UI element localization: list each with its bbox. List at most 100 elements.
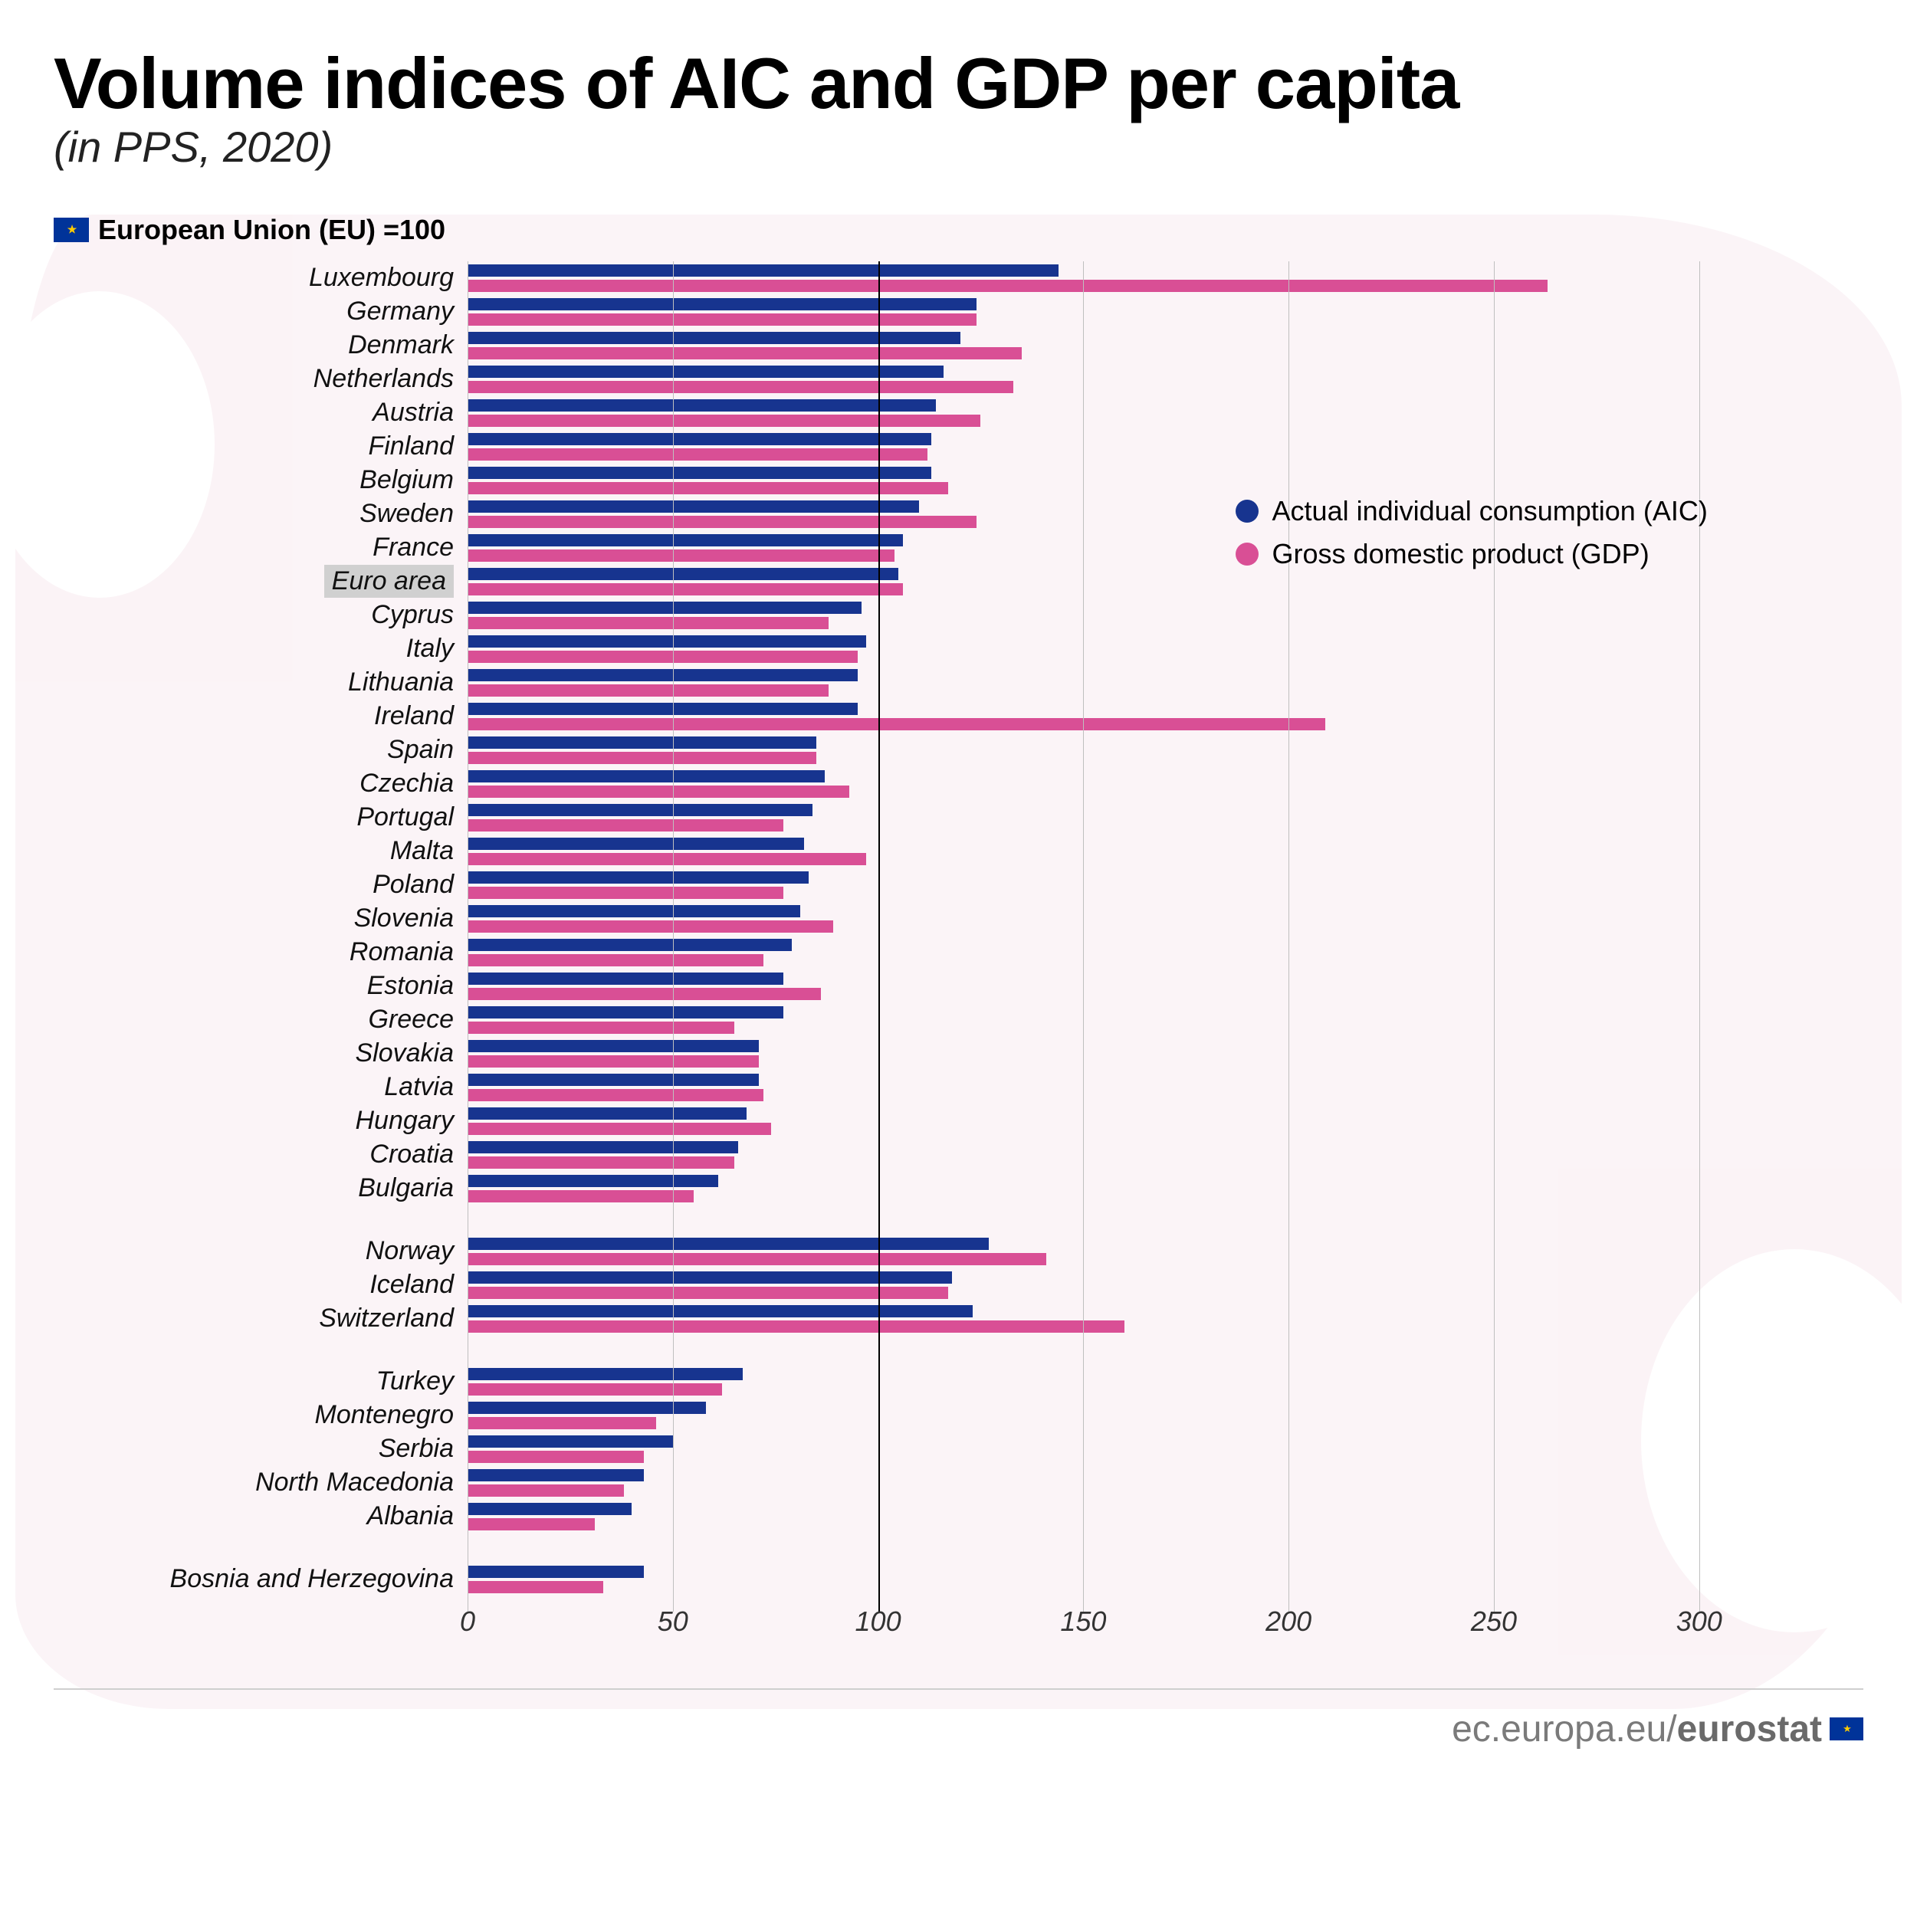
group-gap [54,1336,454,1365]
gridline [673,261,674,1612]
row-label-wrap: Sweden [54,497,454,531]
row-label-wrap: Poland [54,868,454,902]
row-label-wrap: Ireland [54,700,454,733]
row-label-wrap: Estonia [54,969,454,1003]
row-label-wrap: Finland [54,430,454,464]
country-label: Finland [368,431,454,461]
row-label-wrap: France [54,531,454,565]
group-gap [54,1533,454,1563]
row-label-wrap: Belgium [54,464,454,497]
country-label: North Macedonia [255,1468,454,1497]
row-label-wrap: Malta [54,835,454,868]
row-label-wrap: Portugal [54,801,454,835]
axis-tick-label: 250 [1471,1606,1517,1638]
row-label-wrap: Serbia [54,1432,454,1466]
legend-item-gdp: Gross domestic product (GDP) [1236,538,1708,570]
row-label-wrap: Bosnia and Herzegovina [54,1563,454,1596]
page-subtitle: (in PPS, 2020) [54,122,1863,172]
legend-item-aic: Actual individual consumption (AIC) [1236,495,1708,527]
country-label: Hungary [355,1106,454,1136]
row-label-wrap: Slovenia [54,902,454,936]
eu-flag-icon: ★ [54,218,89,242]
row-label-wrap: Greece [54,1003,454,1037]
country-label: Croatia [369,1140,454,1169]
country-label: Czechia [359,769,454,799]
country-label: Malta [390,836,454,866]
row-label-wrap: Spain [54,733,454,767]
country-label: Romania [350,937,454,967]
row-label-wrap: Turkey [54,1365,454,1399]
row-label-wrap: Croatia [54,1138,454,1172]
country-label: Ireland [374,701,454,731]
gridline [1083,261,1084,1612]
country-label: Luxembourg [309,263,454,293]
country-label: Austria [373,398,454,428]
x-axis: 050100150200250300 [468,1596,1863,1642]
gridline [1494,261,1495,1612]
country-label: Italy [406,634,454,664]
country-label: Greece [369,1005,455,1035]
row-label-wrap: Denmark [54,329,454,362]
axis-tick-label: 50 [658,1606,688,1638]
country-label: Switzerland [319,1304,454,1333]
row-label-wrap: Albania [54,1500,454,1533]
row-label-wrap: North Macedonia [54,1466,454,1500]
country-label: Cyprus [371,600,454,630]
chart: LuxembourgGermanyDenmarkNetherlandsAustr… [54,261,1863,1642]
country-label: Germany [346,297,454,326]
legend-dot-gdp [1236,543,1259,566]
country-label: Poland [373,870,454,900]
axis-tick-label: 0 [460,1606,475,1638]
country-label: France [373,533,454,563]
row-label-wrap: Latvia [54,1071,454,1104]
row-label-wrap: Luxembourg [54,261,454,295]
row-label-wrap: Czechia [54,767,454,801]
country-label: Latvia [384,1072,454,1102]
axis-tick-label: 150 [1060,1606,1106,1638]
country-label: Lithuania [348,668,454,697]
legend: Actual individual consumption (AIC) Gros… [1236,495,1708,570]
row-label-wrap: Euro area [54,565,454,599]
plot-area: Actual individual consumption (AIC) Gros… [468,261,1863,1642]
country-label: Albania [367,1501,454,1531]
row-label-wrap: Slovakia [54,1037,454,1071]
axis-tick-label: 300 [1676,1606,1722,1638]
country-label: Montenegro [315,1400,454,1430]
group-gap [54,1205,454,1235]
footer-url-prefix: ec.europa.eu/ [1452,1708,1677,1750]
page-title: Volume indices of AIC and GDP per capita [54,46,1863,122]
country-label: Slovakia [355,1038,454,1068]
country-label: Euro area [324,565,454,598]
labels-column: LuxembourgGermanyDenmarkNetherlandsAustr… [54,261,468,1642]
row-label-wrap: Montenegro [54,1399,454,1432]
country-label: Slovenia [354,904,454,933]
country-label: Sweden [359,499,454,529]
axis-tick-label: 200 [1265,1606,1311,1638]
row-label-wrap: Romania [54,936,454,969]
reference-line [878,261,880,1612]
row-label-wrap: Cyprus [54,599,454,632]
country-label: Belgium [359,465,454,495]
row-label-wrap: Bulgaria [54,1172,454,1205]
eu-flag-icon: ★ [1830,1717,1863,1740]
row-label-wrap: Iceland [54,1268,454,1302]
country-label: Norway [366,1236,454,1266]
country-label: Estonia [367,971,454,1001]
country-label: Turkey [376,1366,454,1396]
footer-url-bold: eurostat [1677,1708,1822,1750]
gridline [1288,261,1289,1612]
row-label-wrap: Hungary [54,1104,454,1138]
row-label-wrap: Lithuania [54,666,454,700]
country-label: Serbia [379,1434,454,1464]
country-label: Bosnia and Herzegovina [170,1564,454,1594]
gridlines [468,261,1863,1642]
legend-label-aic: Actual individual consumption (AIC) [1272,495,1708,527]
baseline-row: ★ European Union (EU) =100 [54,214,1863,246]
row-label-wrap: Italy [54,632,454,666]
content-wrap: Volume indices of AIC and GDP per capita… [54,46,1863,1750]
row-label-wrap: Norway [54,1235,454,1268]
row-label-wrap: Switzerland [54,1302,454,1336]
axis-tick-label: 100 [855,1606,901,1638]
legend-dot-aic [1236,500,1259,523]
baseline-label: European Union (EU) =100 [98,214,445,246]
